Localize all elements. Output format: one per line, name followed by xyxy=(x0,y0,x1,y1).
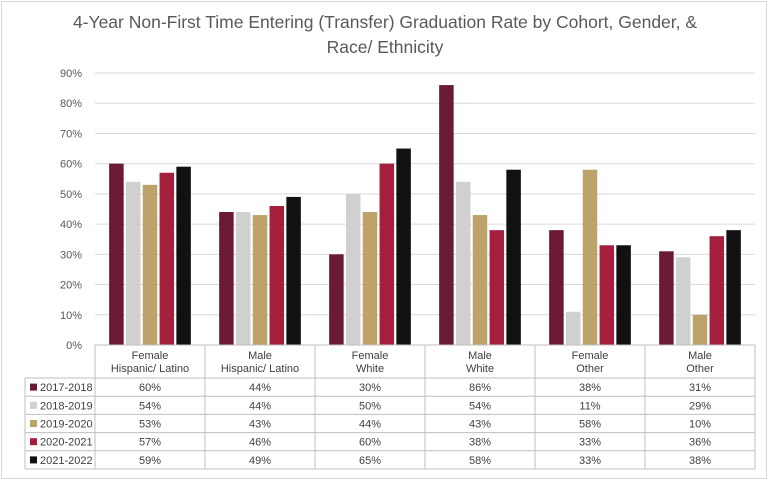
bar xyxy=(565,311,581,345)
y-tick-label: 90% xyxy=(60,68,82,80)
data-table-value: 11% xyxy=(579,400,600,412)
data-table-value: 54% xyxy=(469,400,491,412)
legend-swatch xyxy=(30,401,37,409)
x-category-label: Female xyxy=(572,350,609,362)
bar xyxy=(472,215,488,345)
chart-title-line-1: 4-Year Non-First Time Entering (Transfer… xyxy=(72,12,698,32)
x-category-label: Male xyxy=(468,350,492,362)
x-category-label: Other xyxy=(576,363,604,375)
data-table-value: 44% xyxy=(359,419,381,431)
x-category-label: White xyxy=(466,363,494,375)
bar xyxy=(549,230,564,345)
y-tick-label: 50% xyxy=(60,189,82,201)
y-tick-label: 80% xyxy=(60,98,82,110)
y-tick-label: 0% xyxy=(66,340,82,352)
bar xyxy=(659,251,674,345)
legend-swatch xyxy=(30,420,37,427)
bar xyxy=(252,215,268,345)
data-table-value: 86% xyxy=(469,382,491,394)
data-table-value: 43% xyxy=(249,419,271,431)
x-category-label: White xyxy=(356,363,384,375)
data-table-value: 65% xyxy=(359,455,381,467)
bar xyxy=(219,212,234,345)
bar xyxy=(599,245,615,345)
bar xyxy=(616,245,631,345)
bar xyxy=(489,230,505,345)
data-table-value: 58% xyxy=(579,419,601,431)
data-table-value: 59% xyxy=(139,455,161,467)
data-table-value: 50% xyxy=(359,400,381,412)
bar xyxy=(176,166,191,345)
data-table-value: 38% xyxy=(689,455,711,467)
data-table-value: 33% xyxy=(579,437,601,449)
y-tick-label: 20% xyxy=(60,280,82,292)
data-table-value: 44% xyxy=(249,400,271,412)
x-category-label: Female xyxy=(352,350,389,362)
bar xyxy=(125,181,141,345)
y-tick-label: 30% xyxy=(60,249,82,261)
data-table-value: 36% xyxy=(689,437,711,449)
legend-label: 2017-2018 xyxy=(40,382,93,394)
x-category-label: Male xyxy=(248,350,272,362)
bar xyxy=(109,163,124,345)
bar xyxy=(726,230,741,345)
data-table-value: 49% xyxy=(249,455,271,467)
data-table-value: 33% xyxy=(579,455,601,467)
legend-label: 2021-2022 xyxy=(40,455,93,467)
bar xyxy=(379,163,395,345)
data-table-value: 57% xyxy=(139,437,161,449)
bar xyxy=(235,212,251,345)
bar xyxy=(329,254,344,345)
data-table-value: 31% xyxy=(689,382,711,394)
legend-swatch xyxy=(30,456,37,464)
bar xyxy=(709,236,725,345)
legend-label: 2018-2019 xyxy=(40,400,93,412)
y-tick-label: 40% xyxy=(60,219,82,231)
x-category-label: Hispanic/ Latino xyxy=(111,363,189,375)
x-category-label: Hispanic/ Latino xyxy=(221,363,299,375)
data-table-value: 43% xyxy=(469,419,491,431)
bar xyxy=(142,184,158,345)
y-tick-label: 70% xyxy=(60,128,82,140)
legend-label: 2020-2021 xyxy=(40,437,93,449)
bar xyxy=(159,172,175,345)
bar xyxy=(692,314,708,345)
data-table-value: 38% xyxy=(469,437,491,449)
data-table-value: 38% xyxy=(579,382,601,394)
bar xyxy=(675,257,691,345)
bar xyxy=(582,169,598,345)
chart-title-line-2: Race/ Ethnicity xyxy=(326,37,444,57)
data-table-value: 10% xyxy=(689,419,711,431)
bar xyxy=(439,85,454,345)
data-table-value: 29% xyxy=(689,400,711,412)
bar xyxy=(506,169,521,345)
y-tick-label: 60% xyxy=(60,159,82,171)
legend-swatch xyxy=(30,383,37,391)
bar xyxy=(362,212,378,345)
legend-label: 2019-2020 xyxy=(40,419,93,431)
x-category-label: Male xyxy=(688,350,712,362)
bar xyxy=(396,148,411,345)
chart-title: 4-Year Non-First Time Entering (Transfer… xyxy=(0,10,770,60)
data-table-value: 46% xyxy=(249,437,271,449)
x-category-label: Female xyxy=(132,350,169,362)
bar xyxy=(269,205,285,345)
y-tick-label: 10% xyxy=(60,310,82,322)
data-table-value: 54% xyxy=(139,400,161,412)
data-table-value: 44% xyxy=(249,382,271,394)
legend-swatch xyxy=(30,438,37,446)
bar xyxy=(286,196,301,345)
bar xyxy=(345,193,361,345)
bar xyxy=(455,181,471,345)
data-table-value: 58% xyxy=(469,455,491,467)
x-category-label: Other xyxy=(686,363,714,375)
data-table-value: 60% xyxy=(139,382,161,394)
data-table-value: 30% xyxy=(359,382,381,394)
data-table-value: 53% xyxy=(139,419,161,431)
data-table-value: 60% xyxy=(359,437,381,449)
